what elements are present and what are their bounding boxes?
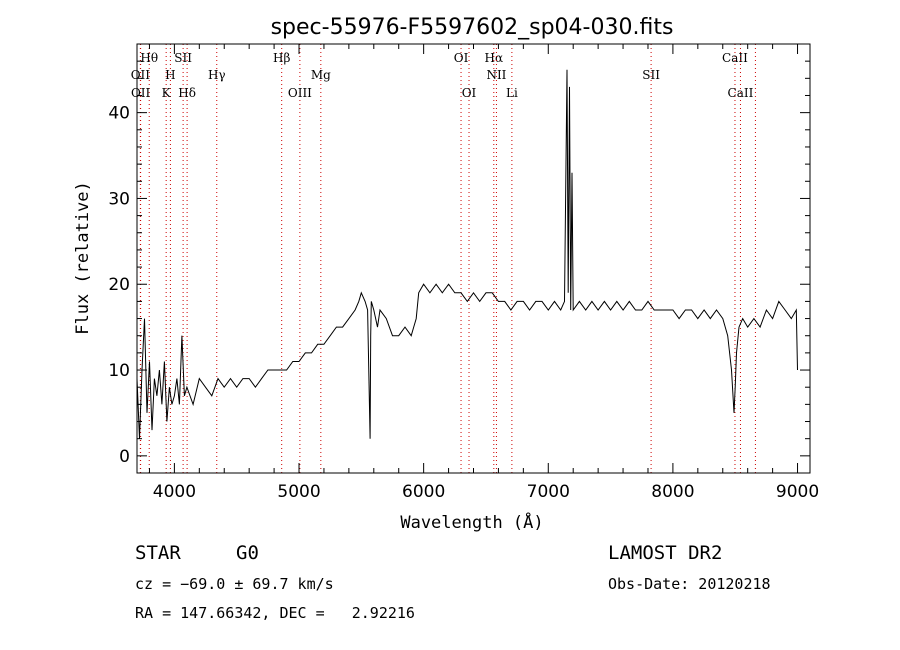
x-tick-label: 8000 [651, 482, 694, 502]
x-tick-label: 4000 [153, 482, 196, 502]
line-label: Hγ [208, 68, 226, 82]
line-label: NII [486, 68, 506, 82]
line-label: OIII [288, 86, 312, 100]
line-label: Hδ [178, 86, 196, 100]
line-label: Li [506, 86, 518, 100]
line-label: OI [462, 86, 477, 100]
observation-date: Obs-Date: 20120218 [608, 575, 771, 593]
object-type: STAR [135, 542, 181, 564]
line-label: Mg [311, 68, 331, 82]
line-label: SII [174, 51, 192, 65]
chart-title: spec-55976-F5597602_sp04-030.fits [271, 15, 674, 40]
plot-frame [136, 43, 811, 474]
coordinates-readout: RA = 147.66342, DEC = 2.92216 [135, 604, 415, 622]
redshift-readout: cz = −69.0 ± 69.7 km/s [135, 575, 334, 593]
line-label: CaII [722, 51, 748, 65]
spectral-subclass: G0 [236, 542, 259, 564]
x-axis-label: Wavelength (Å) [400, 511, 543, 533]
line-label: Hα [485, 51, 504, 65]
y-tick-label: 20 [108, 275, 130, 295]
line-label: Hβ [273, 51, 290, 65]
line-label: Hθ [140, 51, 158, 65]
y-tick-label: 0 [119, 447, 130, 467]
line-label: SII [642, 68, 660, 82]
spectrum-series-line [136, 69, 798, 439]
line-label: H [165, 68, 175, 82]
y-tick-label: 10 [108, 361, 130, 381]
line-label: OII [131, 86, 151, 100]
survey-name: LAMOST DR2 [608, 542, 723, 564]
line-label: K [162, 86, 172, 100]
x-tick-label: 9000 [776, 482, 819, 502]
x-tick-label: 5000 [277, 482, 320, 502]
line-label: OII [131, 68, 151, 82]
y-tick-label: 30 [108, 189, 130, 209]
line-label: OI [454, 51, 469, 65]
axis-ticks: 4000 5000 6000 7000 8000 9000 0 10 20 30 40 [108, 44, 819, 502]
y-tick-label: 40 [108, 104, 130, 124]
line-label: CaII [728, 86, 754, 100]
x-tick-label: 7000 [527, 482, 570, 502]
x-tick-label: 6000 [402, 482, 445, 502]
y-axis-label: Flux (relative) [73, 181, 93, 335]
